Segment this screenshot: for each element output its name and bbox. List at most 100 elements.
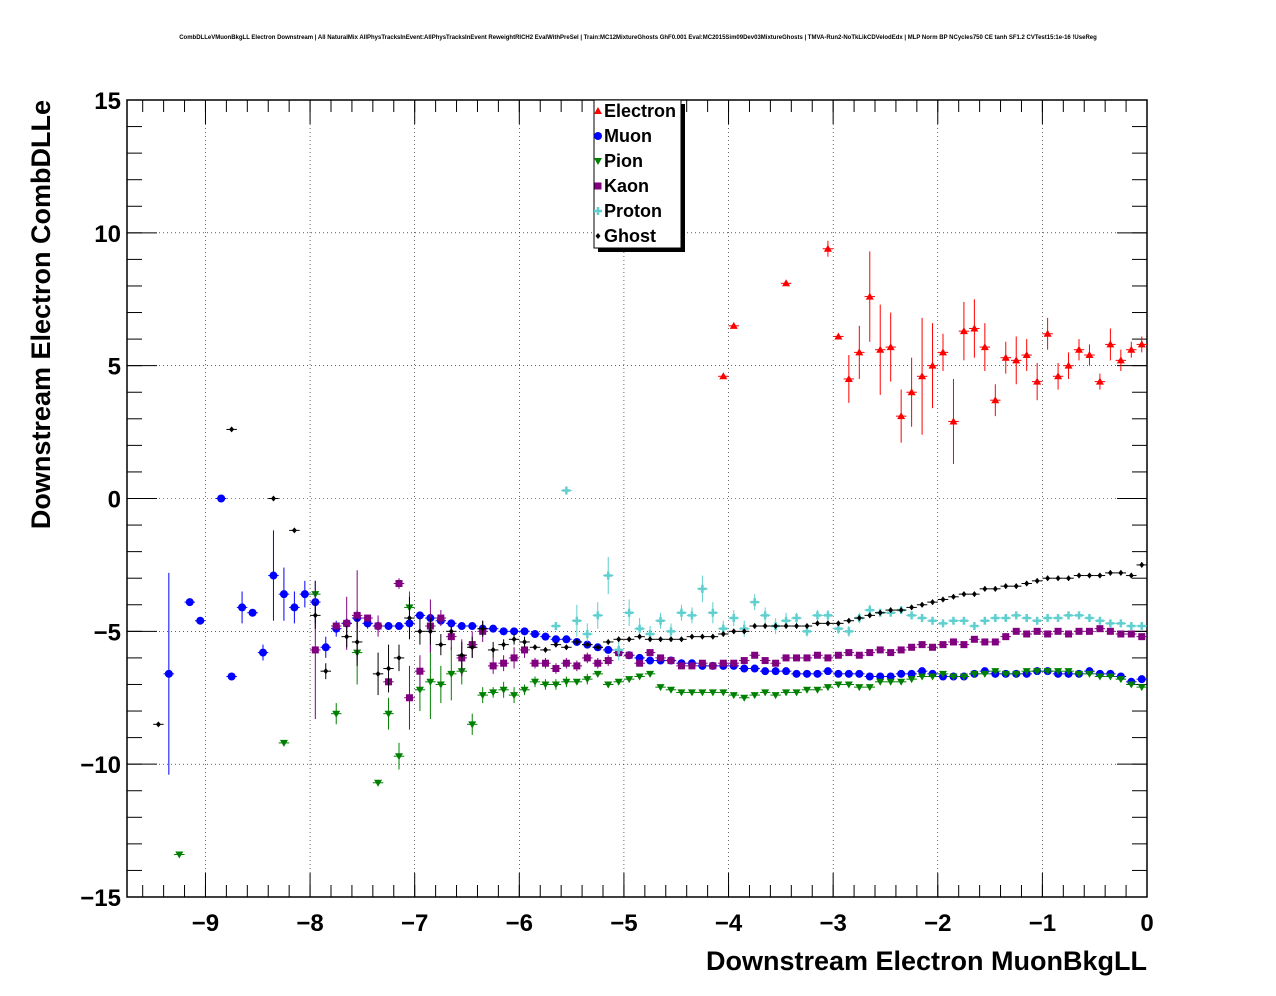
legend-marker-proton [594,207,602,215]
legend-label-kaon: Kaon [604,176,649,196]
pion-point [834,681,843,689]
electron-point [729,321,738,329]
kaon-point [981,638,989,646]
electron-point [897,412,906,420]
kaon-point [772,659,780,667]
proton-point [677,608,686,617]
kaon-point [583,654,591,662]
proton-point [918,614,927,623]
ghost-point [438,641,444,648]
legend-label-proton: Proton [604,201,662,221]
pion-point [750,692,759,700]
ghost-point [752,623,758,630]
electron-point [855,348,864,356]
proton-point [928,616,937,625]
pion-point [583,676,592,684]
ghost-point [637,633,643,640]
ghost-point [741,628,747,635]
y-tick-label: −10 [80,752,121,779]
kaon-point [1033,627,1041,635]
pion-point [520,686,529,694]
legend-box [593,99,682,249]
y-tick-label: −5 [94,619,121,646]
muon-point [468,622,477,631]
kaon-point [364,614,372,622]
kaon-point [824,654,832,662]
muon-point [604,645,613,654]
muon-point [918,667,927,676]
pion-point [1001,670,1010,678]
kaon-point [1044,630,1052,638]
x-tick-label: −2 [924,910,951,937]
kaon-point [677,662,685,670]
ghost-point [804,623,810,630]
electron-point [949,417,958,425]
ghost-point [1013,583,1019,590]
kaon-point [793,654,801,662]
kaon-point [1023,630,1031,638]
muon-point [489,624,498,633]
pion-point [332,710,341,718]
ghost-point [626,636,632,643]
muon-point [865,672,874,681]
electron-point [876,345,885,353]
proton-point [656,616,665,625]
pion-point [1033,668,1042,676]
pion-point [823,684,832,692]
muon-point [415,611,424,620]
kaon-point [667,657,675,665]
legend: Electron Muon Pion Kaon Proton Ghost [593,99,685,252]
kaon-point [1127,630,1135,638]
pion-point [1127,681,1136,689]
muon-point [897,669,906,678]
kaon-point [604,657,612,665]
electron-point [1127,345,1136,353]
proton-point [970,622,979,631]
pion-point [959,673,968,681]
pion-point [1075,670,1083,678]
pion-point [593,670,602,678]
ghost-point [532,644,538,651]
pion-point [928,673,937,681]
kaon-point [1054,627,1062,635]
proton-point [823,611,832,620]
ghost-point [1118,569,1124,576]
electron-point [1001,353,1010,361]
series-pion [174,580,1147,859]
kaon-point [374,622,382,630]
proton-point [562,486,571,495]
kaon-point [929,643,937,651]
muon-point [395,622,403,631]
pion-point [1137,684,1146,692]
pion-point [395,753,403,761]
ghost-point [490,646,496,653]
electron-point [1137,340,1146,348]
ghost-point [480,625,486,632]
proton-point [991,614,1000,623]
ghost-point [856,615,862,622]
pion-point [1012,670,1021,678]
ghost-point [1128,572,1134,579]
ghost-point [794,623,800,630]
series-electron [718,240,1147,464]
muon-point [384,622,393,631]
kaon-point [332,622,340,630]
proton-point [698,584,707,593]
kaon-point [311,646,319,654]
pion-point [646,670,655,678]
electron-point [1116,356,1125,364]
kaon-point [625,651,633,659]
proton-point [1127,622,1136,631]
electron-point [1054,372,1063,380]
ghost-point [825,620,831,627]
ghost-point [1097,572,1103,579]
muon-point [321,643,330,652]
kaon-point [939,641,947,649]
muon-point [457,622,466,631]
muon-point [300,590,309,599]
ghost-point [574,638,580,645]
ghost-point [971,591,977,598]
proton-point [1075,611,1083,620]
ghost-point [710,633,716,640]
kaon-point [960,641,968,649]
